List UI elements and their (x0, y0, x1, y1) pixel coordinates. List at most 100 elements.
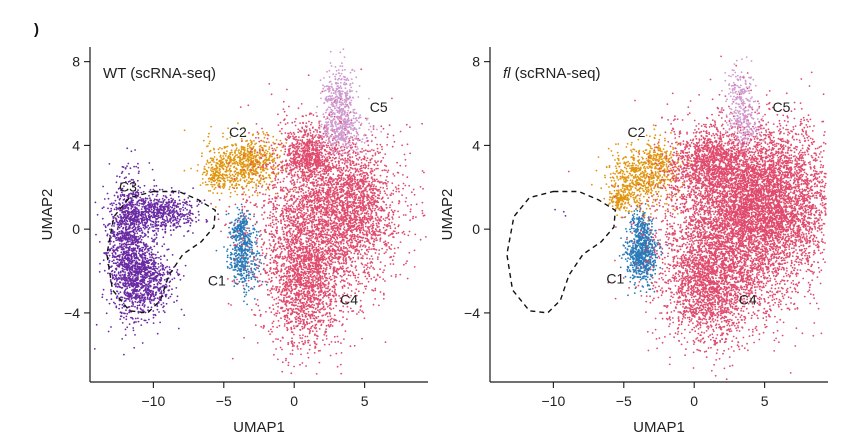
data-point (122, 211, 125, 214)
data-point (214, 186, 217, 189)
data-point (126, 204, 128, 207)
data-point (176, 215, 179, 218)
data-point (140, 191, 143, 194)
data-point (124, 291, 126, 293)
data-point (161, 197, 164, 200)
data-point (155, 195, 158, 198)
data-point (234, 255, 237, 258)
data-point (366, 230, 368, 233)
data-point (133, 321, 136, 323)
data-point (107, 272, 109, 275)
data-point (123, 300, 126, 303)
data-point (347, 274, 350, 277)
data-point (261, 214, 263, 216)
data-point (294, 189, 296, 191)
data-point (225, 160, 228, 163)
data-point (229, 191, 232, 194)
data-point (160, 303, 163, 306)
data-point (164, 195, 167, 198)
data-point (245, 235, 248, 238)
data-point (128, 213, 131, 216)
data-point (245, 152, 247, 155)
data-point (245, 277, 248, 279)
data-point (405, 262, 407, 265)
data-point (180, 308, 183, 311)
data-point (243, 176, 246, 179)
data-point (272, 135, 275, 138)
data-point (249, 233, 252, 236)
data-point (254, 236, 257, 239)
data-point (333, 335, 336, 338)
data-point (270, 155, 273, 158)
data-point (234, 264, 237, 267)
data-point (169, 229, 172, 232)
data-point (238, 273, 241, 276)
data-point (131, 252, 133, 255)
data-point (241, 205, 244, 208)
data-point (117, 292, 120, 295)
data-point (112, 245, 115, 248)
data-point (162, 207, 165, 210)
data-point (138, 248, 141, 251)
data-point (126, 267, 128, 270)
data-point (387, 197, 389, 200)
data-point (205, 221, 208, 223)
data-point (124, 252, 127, 255)
data-point (113, 278, 116, 281)
data-point (262, 131, 264, 133)
data-point (127, 207, 129, 210)
data-point (142, 198, 144, 200)
data-point (240, 254, 242, 257)
data-point (157, 214, 160, 217)
data-point (110, 240, 112, 243)
data-point (147, 306, 150, 309)
data-point (110, 292, 113, 295)
data-point (198, 214, 200, 216)
data-point (236, 235, 239, 238)
data-point (142, 190, 145, 193)
data-point (157, 266, 160, 268)
data-point (108, 259, 111, 262)
data-point (268, 141, 270, 144)
data-point (274, 166, 277, 169)
data-point (246, 147, 249, 150)
data-point (271, 184, 274, 187)
data-point (285, 212, 288, 215)
data-point (133, 165, 136, 168)
data-point (120, 276, 122, 278)
data-point (268, 152, 271, 155)
data-point (157, 200, 160, 202)
data-point (130, 234, 133, 237)
data-point (189, 212, 192, 215)
data-point (157, 263, 160, 265)
data-point (143, 296, 146, 299)
data-point (107, 330, 110, 333)
data-point (137, 265, 140, 268)
data-point (220, 275, 223, 278)
data-point (186, 208, 188, 211)
data-point (142, 236, 144, 239)
data-point (125, 246, 128, 249)
data-point (236, 186, 239, 189)
data-point (251, 273, 254, 276)
data-point (143, 305, 146, 308)
data-point (158, 256, 160, 259)
data-point (149, 206, 151, 209)
data-point (386, 249, 388, 251)
data-point (163, 305, 165, 308)
data-point (153, 264, 156, 266)
data-point (327, 242, 330, 245)
data-point (238, 152, 240, 154)
data-point (134, 216, 137, 219)
data-point (140, 324, 143, 326)
data-point (253, 298, 256, 300)
data-point (125, 232, 127, 235)
data-point (162, 267, 165, 270)
data-point (244, 217, 247, 219)
data-point (176, 269, 179, 271)
data-point (127, 263, 129, 266)
data-point (271, 215, 274, 218)
data-point (324, 229, 327, 232)
data-point (367, 250, 370, 253)
data-point (169, 295, 172, 298)
